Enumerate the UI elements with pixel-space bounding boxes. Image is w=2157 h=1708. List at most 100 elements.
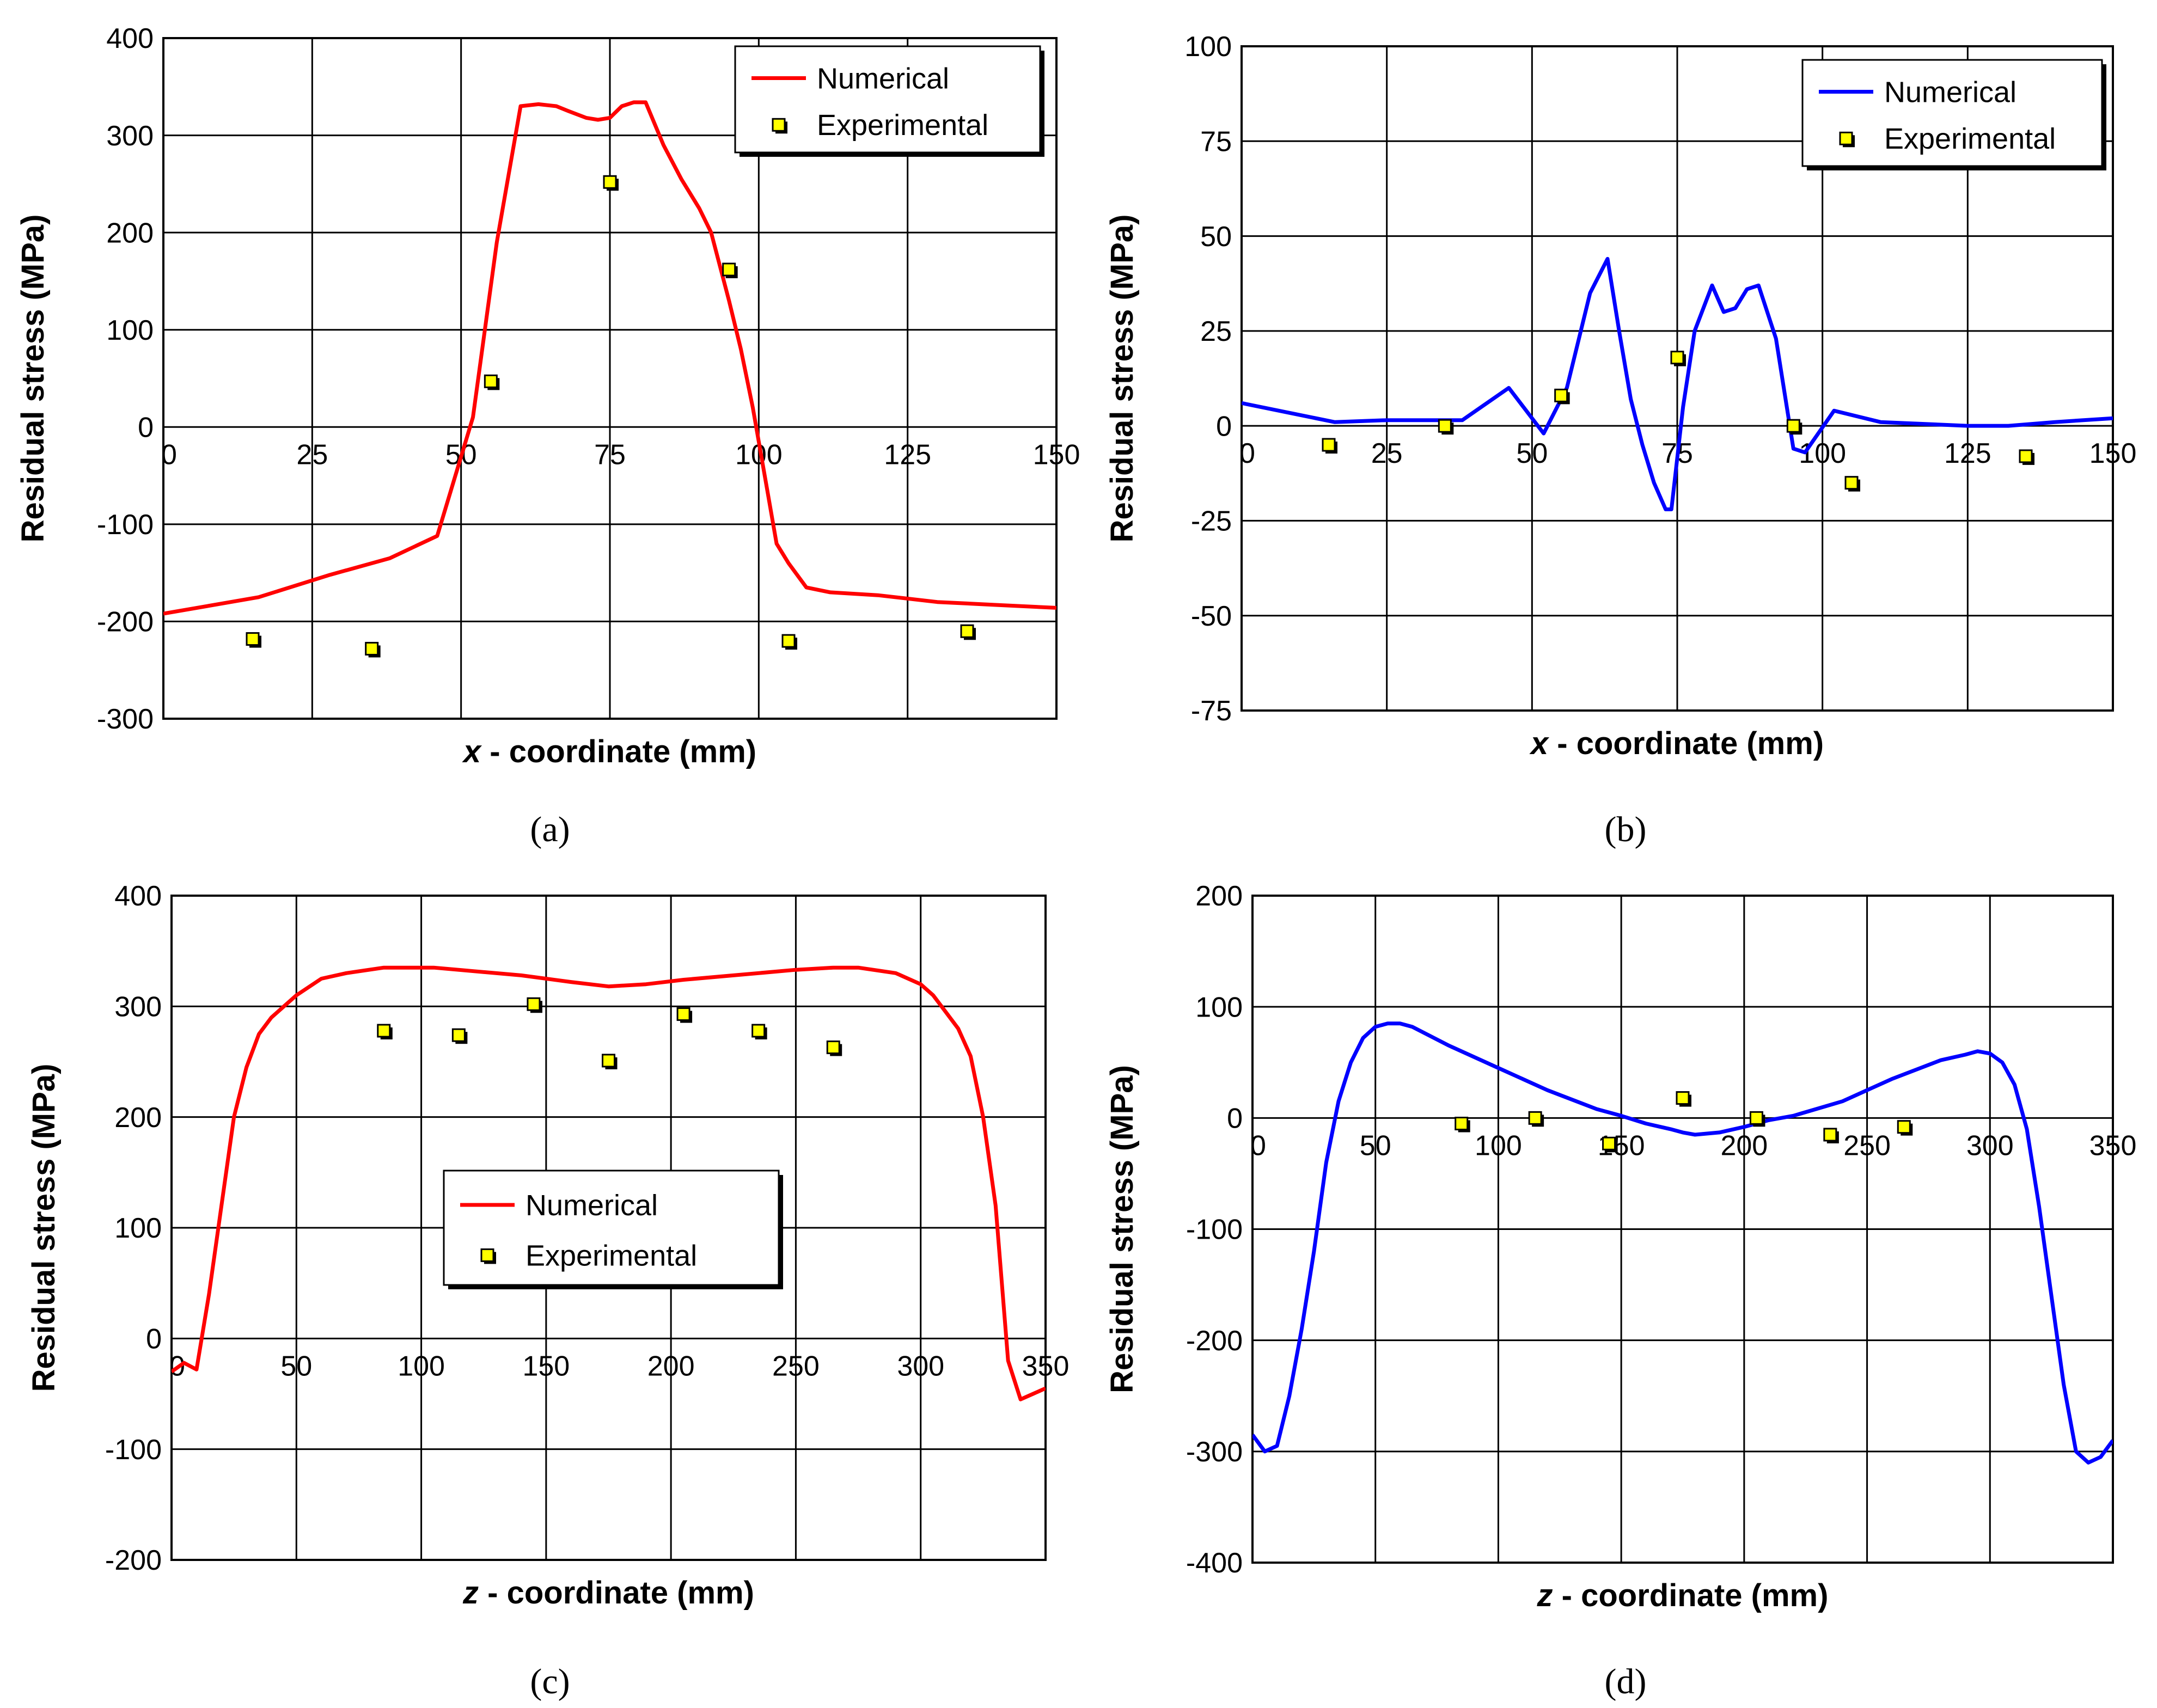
y-tick-label: 100 (114, 1213, 162, 1244)
data-point-experimental (527, 997, 542, 1013)
y-tick-label: 200 (1195, 880, 1243, 912)
data-point-experimental (781, 634, 797, 650)
panel-caption: (b) (1605, 810, 1647, 849)
x-axis-label: x - coordinate (mm) (462, 734, 756, 769)
y-tick-label: -400 (1186, 1547, 1243, 1579)
plot-frame (1251, 895, 2114, 1564)
data-point-experimental (826, 1040, 842, 1056)
legend-label-experimental: Experimental (817, 109, 988, 142)
legend-swatch-experimental (772, 118, 786, 132)
x-tick-label: 300 (1966, 1130, 2014, 1161)
x-tick-label: 150 (522, 1350, 570, 1382)
x-tick-label: 100 (1799, 438, 1846, 469)
legend: Numerical Experimental (734, 45, 1044, 157)
data-point-experimental (1602, 1136, 1618, 1153)
x-tick-label: 200 (1720, 1130, 1768, 1161)
data-point-experimental (377, 1024, 393, 1040)
y-tick-label: -100 (1186, 1214, 1243, 1246)
legend: Numerical Experimental (1801, 59, 2106, 170)
x-axis-variable: x (1529, 726, 1550, 761)
data-point-experimental (722, 262, 738, 278)
x-tick-label: 100 (398, 1350, 445, 1382)
series-line-numerical (1252, 1021, 2113, 1465)
x-tick-label: 150 (1033, 439, 1080, 470)
y-tick-label: 400 (106, 23, 154, 54)
x-tick-label: 0 (1250, 1130, 1266, 1161)
y-tick-label: 200 (106, 217, 154, 249)
plot-frame (162, 37, 1058, 720)
data-point-experimental (960, 624, 976, 640)
x-tick-label: 125 (1944, 438, 1991, 469)
x-tick-label: 300 (897, 1350, 944, 1382)
series-line-numerical (163, 100, 1056, 616)
y-axis-label: Residual stress (MPa) (26, 1064, 62, 1392)
x-tick-label: 50 (1516, 438, 1548, 469)
y-tick-label: -75 (1191, 695, 1232, 727)
data-point-experimental (1844, 476, 1860, 492)
x-tick-label: 125 (884, 439, 931, 470)
legend-label-numerical: Numerical (817, 62, 949, 95)
panel-caption: (a) (530, 810, 570, 849)
data-point-experimental (365, 641, 381, 658)
panel-caption: (d) (1605, 1662, 1647, 1701)
series-line-numerical (1242, 256, 2113, 511)
data-point-experimental (484, 374, 500, 390)
plot-frame (170, 895, 1047, 1561)
y-tick-label: -300 (1186, 1436, 1243, 1468)
y-tick-label: 100 (1184, 31, 1232, 63)
data-point-experimental (1786, 419, 1802, 435)
x-tick-label: 150 (2089, 438, 2137, 469)
x-axis-variable: z (1537, 1578, 1553, 1613)
x-tick-label: 0 (1239, 438, 1255, 469)
x-tick-label: 100 (1475, 1130, 1522, 1161)
x-tick-label: 350 (2089, 1130, 2137, 1161)
legend-label-numerical: Numerical (525, 1189, 658, 1222)
series-line-numerical (172, 965, 1046, 1401)
data-point-experimental (1554, 388, 1570, 405)
data-point-experimental (1676, 1091, 1691, 1107)
y-tick-label: -200 (1186, 1325, 1243, 1357)
y-tick-label: -300 (97, 703, 154, 735)
x-tick-label: 50 (1360, 1130, 1391, 1161)
x-axis-label: x - coordinate (mm) (1529, 726, 1824, 761)
x-axis-unit-label: - coordinate (mm) (481, 734, 756, 769)
data-point-experimental (1322, 438, 1337, 454)
x-axis-unit-label: - coordinate (mm) (1548, 726, 1824, 761)
data-point-experimental (1455, 1117, 1470, 1132)
x-tick-label: 25 (296, 439, 328, 470)
data-point-experimental (676, 1007, 693, 1023)
y-tick-label: -50 (1191, 601, 1232, 632)
x-tick-label: 50 (280, 1350, 312, 1382)
panel-caption: (c) (530, 1662, 570, 1701)
x-tick-label: 250 (772, 1350, 820, 1382)
data-point-experimental (1670, 351, 1686, 366)
data-point-experimental (2019, 449, 2034, 465)
data-point-experimental (603, 175, 619, 191)
y-tick-label: 0 (1216, 411, 1232, 442)
data-point-experimental (246, 632, 261, 648)
y-tick-label: 100 (106, 315, 154, 346)
y-tick-label: 50 (1200, 221, 1232, 253)
y-tick-label: 200 (114, 1102, 162, 1134)
x-axis-unit-label: - coordinate (mm) (1553, 1578, 1829, 1613)
x-axis-unit-label: - coordinate (mm) (479, 1575, 754, 1611)
legend: Numerical Experimental (443, 1170, 783, 1289)
x-tick-label: 250 (1843, 1130, 1891, 1161)
data-point-experimental (602, 1054, 618, 1069)
data-point-experimental (751, 1024, 767, 1040)
y-tick-label: 300 (114, 991, 162, 1023)
legend-label-numerical: Numerical (1884, 76, 2017, 108)
y-tick-label: 0 (138, 412, 154, 443)
data-point-experimental (1823, 1128, 1839, 1143)
x-axis-label: z - coordinate (mm) (462, 1575, 754, 1611)
y-tick-label: 0 (146, 1324, 162, 1355)
x-tick-label: 25 (1371, 438, 1403, 469)
x-axis-variable: x (462, 734, 482, 769)
legend-swatch-experimental (480, 1248, 494, 1262)
data-point-experimental (1897, 1120, 1913, 1136)
legend-swatch-experimental (1839, 131, 1853, 145)
y-tick-label: 100 (1195, 991, 1243, 1023)
